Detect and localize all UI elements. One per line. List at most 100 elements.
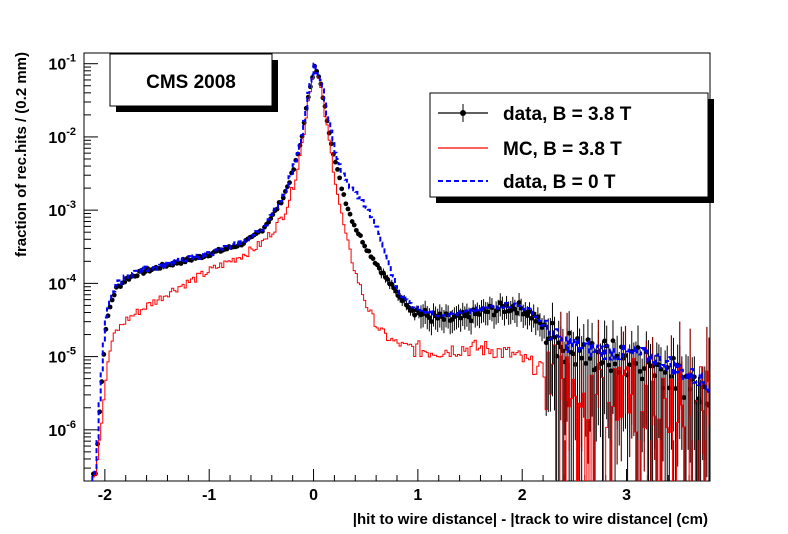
data-point	[533, 319, 539, 324]
data-point	[157, 265, 163, 271]
data-point	[543, 340, 549, 346]
data-point	[412, 312, 418, 318]
data-point	[376, 265, 382, 271]
x-axis-title: |hit to wire distance| - |track to wire …	[353, 511, 708, 528]
legend-entry-data-b38: data, B = 3.8 T	[438, 104, 632, 125]
data-point	[485, 309, 491, 315]
data-point	[349, 219, 355, 224]
data-point	[637, 368, 643, 374]
title-box: CMS 2008	[109, 53, 278, 112]
data-point	[600, 360, 605, 365]
data-point	[358, 233, 363, 238]
data-point	[410, 308, 416, 313]
y-axis: 10-6 10-5 10-4 10-3 10-2 10-1	[48, 53, 98, 482]
data-point	[529, 315, 534, 321]
data-point	[366, 248, 372, 254]
data-point	[370, 256, 376, 262]
legend: data, B = 3.8 T MC, B = 3.8 T data, B = …	[429, 92, 714, 203]
data-point	[606, 362, 612, 368]
data-point	[556, 340, 562, 346]
data-point	[381, 270, 386, 276]
data-point	[610, 338, 616, 344]
data-point	[552, 334, 557, 340]
data-point	[458, 315, 464, 321]
data-point	[333, 159, 338, 165]
data-point	[491, 312, 497, 318]
data-point	[347, 211, 353, 217]
y-tick-label: 10-6	[48, 419, 76, 440]
data-point	[671, 355, 676, 361]
data-point	[341, 192, 347, 197]
data-point	[579, 355, 585, 361]
data-point	[508, 308, 514, 313]
data-point	[335, 167, 340, 172]
legend-label-mc-b38: MC, B = 3.8 T	[503, 139, 622, 160]
x-tick-label: -1	[202, 487, 216, 504]
y-tick-label: 10-5	[48, 346, 76, 367]
x-tick-label: 2	[518, 487, 527, 504]
data-point	[353, 227, 359, 233]
data-point	[328, 141, 334, 147]
data-point	[389, 281, 395, 287]
legend-label-data-b38: data, B = 3.8 T	[503, 104, 632, 125]
data-point	[502, 309, 507, 315]
data-point	[497, 300, 503, 306]
data-point	[134, 273, 140, 279]
data-point	[627, 362, 633, 368]
series-2	[91, 62, 710, 481]
data-point	[343, 201, 349, 207]
data-point	[525, 313, 530, 319]
data-point	[362, 243, 368, 249]
data-point	[477, 312, 482, 317]
y-tick-label: 10-1	[48, 53, 76, 74]
data-point	[587, 356, 593, 361]
data-point	[662, 369, 668, 375]
data-point	[516, 300, 522, 305]
data-point	[566, 330, 572, 336]
y-tick-label: 10-3	[48, 199, 76, 220]
y-tick-label: 10-4	[48, 272, 76, 293]
legend-entry-mc-b38: MC, B = 3.8 T	[438, 139, 622, 160]
x-tick-label: -2	[98, 487, 112, 504]
data-point	[681, 395, 687, 400]
data-point	[178, 261, 184, 266]
data-point	[527, 309, 532, 315]
series-1	[91, 72, 710, 481]
data-point	[393, 288, 399, 294]
data-point	[639, 376, 645, 382]
data-point	[512, 306, 518, 312]
data-point	[612, 361, 618, 367]
y-tick-label: 10-2	[48, 126, 76, 147]
x-tick-label: 0	[309, 487, 318, 504]
data-point	[337, 175, 343, 181]
data-point	[107, 304, 113, 310]
data-point	[602, 338, 608, 344]
legend-label-data-b0: data, B = 0 T	[503, 172, 616, 193]
data-point	[570, 351, 576, 357]
data-point	[441, 317, 447, 322]
x-tick-label: 1	[413, 487, 422, 504]
data-point	[550, 320, 555, 326]
y-axis-title: fraction of rec.hits / (0.2 mm)	[13, 52, 30, 257]
data-point	[360, 239, 365, 245]
data-point	[345, 206, 351, 212]
data-point	[608, 368, 614, 374]
series-layer	[90, 62, 710, 481]
data-point	[118, 284, 123, 289]
data-point	[583, 361, 589, 366]
data-point	[426, 315, 432, 321]
data-point	[641, 366, 647, 371]
legend-entry-data-b0: data, B = 0 T	[438, 172, 616, 193]
mc-step-line	[91, 72, 710, 481]
x-tick-label: 3	[622, 487, 631, 504]
data-point	[514, 310, 520, 316]
b0-dashed-line	[91, 62, 710, 481]
data-point	[468, 318, 474, 324]
data-point	[339, 186, 345, 192]
data-point	[466, 314, 472, 320]
data-point	[429, 319, 434, 324]
data-point	[673, 386, 678, 391]
chart-title: CMS 2008	[146, 72, 236, 93]
data-point	[385, 276, 391, 282]
